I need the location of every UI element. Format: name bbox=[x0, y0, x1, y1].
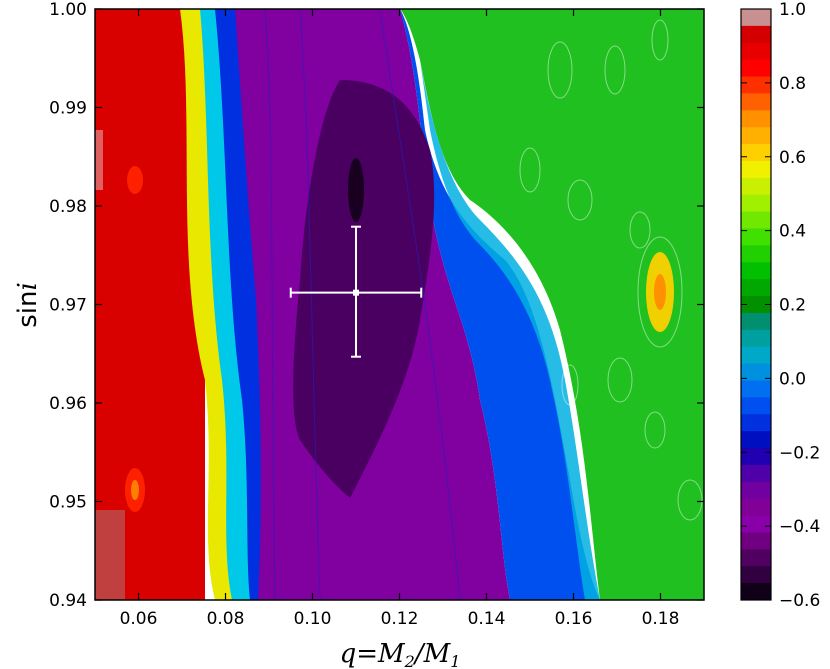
colorbar-segment bbox=[741, 93, 771, 111]
colorbar-segment bbox=[741, 346, 771, 365]
y-tick-label: 0.95 bbox=[49, 493, 87, 513]
y-tick-label: 0.94 bbox=[49, 591, 87, 611]
colorbar-segment bbox=[741, 59, 771, 78]
colorbar-tick-label: −0.6 bbox=[779, 591, 820, 611]
colorbar-segment bbox=[741, 481, 771, 500]
y-tick-label: 0.99 bbox=[49, 99, 87, 119]
x-axis-label: q=M2/M1 bbox=[340, 639, 461, 669]
y-tick-label: 0.96 bbox=[49, 394, 87, 414]
contour-lines bbox=[519, 19, 703, 521]
contour-plot-area bbox=[95, 9, 704, 600]
y-tick-label: 1.00 bbox=[49, 0, 87, 20]
y-axis-ticks: 0.94 0.95 0.96 0.97 0.98 0.99 1.00 bbox=[49, 0, 704, 611]
x-tick-label: 0.18 bbox=[642, 609, 680, 629]
data-point bbox=[353, 289, 359, 296]
colorbar-ticks: 1.0 0.8 0.6 0.4 0.2 0.0 −0.2 −0.4 −0.6 bbox=[741, 0, 820, 611]
dark-contour-lines bbox=[264, 9, 461, 600]
region-yellow bbox=[180, 9, 240, 600]
colorbar-segment bbox=[741, 532, 771, 550]
minimum-core bbox=[348, 158, 364, 222]
colorbar bbox=[741, 9, 771, 601]
colorbar-segment bbox=[741, 397, 771, 415]
x-tick-label: 0.10 bbox=[294, 609, 332, 629]
region-blue bbox=[215, 9, 272, 600]
colorbar-segment bbox=[741, 515, 771, 533]
colorbar-segment bbox=[741, 127, 771, 145]
region-green bbox=[400, 9, 704, 600]
colorbar-segment bbox=[741, 42, 771, 61]
colorbar-segment bbox=[741, 9, 771, 27]
colorbar-segment bbox=[741, 144, 771, 162]
best-fit-point bbox=[289, 225, 423, 358]
x-tick-label: 0.08 bbox=[207, 609, 245, 629]
y-tick-label: 0.97 bbox=[49, 296, 87, 316]
colorbar-segment bbox=[741, 76, 771, 94]
colorbar-segment bbox=[741, 380, 771, 398]
colorbar-tick-label: 1.0 bbox=[779, 0, 806, 20]
colorbar-tick-label: 0.0 bbox=[779, 369, 806, 389]
colorbar-segment bbox=[741, 566, 771, 584]
colorbar-segment bbox=[741, 262, 771, 280]
x-tick-label: 0.16 bbox=[555, 609, 593, 629]
colorbar-segment bbox=[741, 431, 771, 449]
colorbar-tick-label: −0.4 bbox=[779, 517, 820, 537]
colorbar-segment bbox=[741, 464, 771, 483]
y-axis-label: sini bbox=[13, 282, 43, 328]
colorbar-segment bbox=[741, 583, 771, 601]
colorbar-tick-label: 0.6 bbox=[779, 148, 806, 168]
colorbar-segment bbox=[741, 228, 771, 246]
region-cyan bbox=[200, 9, 258, 600]
colorbar-segment bbox=[741, 414, 771, 432]
colorbar-segment bbox=[741, 448, 771, 466]
colorbar-segment bbox=[741, 160, 771, 179]
colorbar-tick-label: −0.2 bbox=[779, 443, 820, 463]
colorbar-segment bbox=[741, 498, 771, 517]
colorbar-segment bbox=[741, 211, 771, 230]
colorbar-segment bbox=[741, 329, 771, 348]
colorbar-segment bbox=[741, 296, 771, 314]
colorbar-segment bbox=[741, 279, 771, 297]
colorbar-segment bbox=[741, 549, 771, 567]
colorbar-tick-label: 0.4 bbox=[779, 222, 806, 242]
region-cyan-right bbox=[420, 60, 600, 600]
y-tick-label: 0.98 bbox=[49, 197, 87, 217]
x-tick-label: 0.12 bbox=[381, 609, 419, 629]
minimum-region bbox=[293, 80, 435, 498]
colorbar-segment bbox=[741, 363, 771, 381]
x-tick-label: 0.06 bbox=[120, 609, 158, 629]
colorbar-segment bbox=[741, 312, 771, 331]
colorbar-tick-label: 0.2 bbox=[779, 296, 806, 316]
colorbar-segment bbox=[741, 25, 771, 44]
colorbar-segment bbox=[741, 245, 771, 263]
colorbar-segment bbox=[741, 177, 771, 196]
region-blue-right bbox=[400, 9, 600, 600]
colorbar-segment bbox=[741, 194, 771, 213]
colorbar-segment bbox=[741, 110, 771, 128]
x-axis-ticks: 0.06 0.08 0.10 0.12 0.14 0.16 0.18 bbox=[120, 9, 680, 629]
colorbar-tick-label: 0.8 bbox=[779, 74, 806, 94]
x-tick-label: 0.14 bbox=[468, 609, 506, 629]
